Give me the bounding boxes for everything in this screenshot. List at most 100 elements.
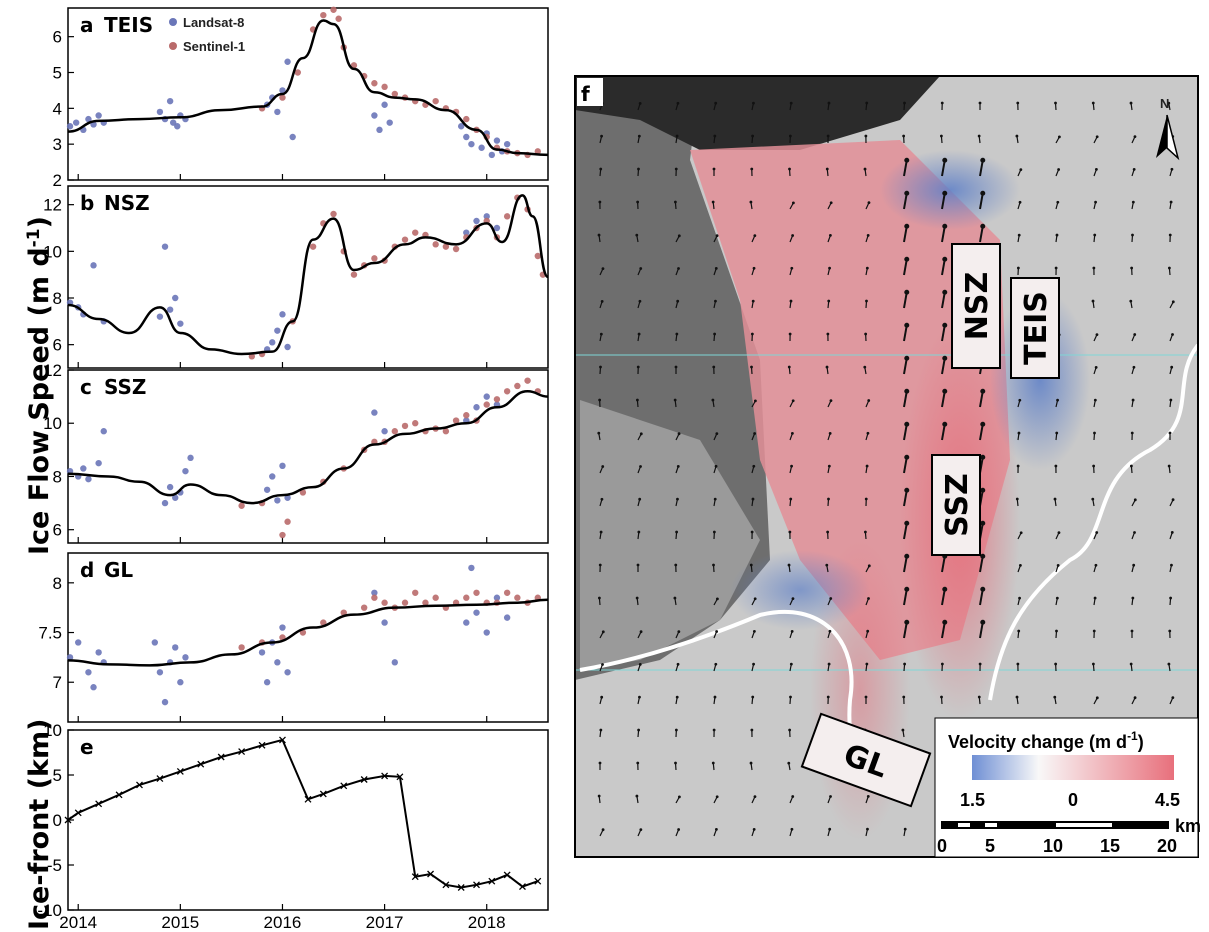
icefront-marker-6 <box>176 767 184 775</box>
velocity-arrowhead-4 <box>752 101 755 105</box>
sentinel-point-d-13 <box>432 594 439 601</box>
velocity-arrowhead-178 <box>676 464 680 468</box>
velocity-arrowhead-102 <box>827 299 831 303</box>
velocity-arrowhead-96 <box>600 299 604 303</box>
landsat-point-d-17 <box>279 624 286 631</box>
sentinel-point-d-16 <box>463 594 470 601</box>
icefront-marker-10 <box>258 741 266 749</box>
landsat-point-c-18 <box>381 428 388 435</box>
velocity-arrowhead-353 <box>639 828 643 832</box>
landsat-point-b-8 <box>172 294 179 302</box>
region-label-nsz: NSZ <box>960 272 995 340</box>
landsat-point-a-1 <box>72 119 80 126</box>
velocity-arrow-266 <box>979 622 984 639</box>
velocity-arrowhead-30 <box>1133 135 1137 139</box>
velocity-arrowhead-323 <box>711 761 715 765</box>
velocity-arrowhead-69 <box>791 234 795 237</box>
sentinel-point-d-17 <box>473 589 480 596</box>
landsat-point-a-23 <box>386 119 393 126</box>
velocity-arrowhead-356 <box>752 827 756 831</box>
velocity-arrowhead-220 <box>1057 531 1061 535</box>
velocity-arrowhead-52 <box>749 200 753 204</box>
velocity-arrowhead-291 <box>713 695 717 699</box>
velocity-arrowhead-145 <box>635 398 639 402</box>
icefront-marker-3 <box>115 791 123 799</box>
velocity-arrowhead-173 <box>1093 431 1096 435</box>
velocity-arrowhead-43 <box>1019 168 1023 172</box>
velocity-arrow-234 <box>979 556 984 573</box>
sentinel-point-c-21 <box>503 388 511 395</box>
velocity-arrowhead-103 <box>865 299 868 303</box>
velocity-arrowhead-202 <box>980 487 986 493</box>
sentinel-point-b-7 <box>350 271 358 278</box>
velocity-arrowhead-320 <box>598 761 602 765</box>
landsat-point-c-11 <box>187 454 194 462</box>
landsat-point-d-16 <box>274 659 281 666</box>
velocity-arrowhead-10 <box>978 101 982 105</box>
velocity-arrowhead-174 <box>1130 431 1134 435</box>
velocity-arrow-168 <box>903 424 908 441</box>
velocity-arrowhead-227 <box>712 563 715 567</box>
velocity-arrowhead-210 <box>675 530 679 534</box>
sentinel-point-c-11 <box>401 422 409 430</box>
velocity-arrowhead-307 <box>712 728 716 732</box>
velocity-arrowhead-144 <box>598 398 602 402</box>
velocity-arrowhead-226 <box>674 563 678 567</box>
velocity-arrowhead-111 <box>1171 300 1175 304</box>
landsat-point-c-13 <box>269 473 276 480</box>
velocity-arrowhead-68 <box>753 234 757 238</box>
velocity-arrowhead-354 <box>677 828 681 831</box>
grounding-line-east <box>988 343 1198 701</box>
velocity-arrowhead-181 <box>790 464 793 468</box>
landsat-point-b-18 <box>493 224 501 232</box>
icefront-marker-12 <box>304 795 312 803</box>
velocity-arrow-154 <box>979 391 984 408</box>
velocity-arrowhead-245 <box>791 597 795 601</box>
landsat-point-a-30 <box>493 137 501 144</box>
velocity-arrowhead-171 <box>1017 431 1021 435</box>
velocity-arrowhead-21 <box>788 134 792 138</box>
landsat-point-c-17 <box>371 409 378 416</box>
landsat-point-a-18 <box>284 58 291 65</box>
sentinel-point-b-16 <box>442 243 450 250</box>
velocity-arrowhead-273 <box>638 662 642 666</box>
landsat-point-d-26 <box>493 594 501 601</box>
region-box-gl: GL <box>800 712 932 808</box>
velocity-arrowhead-249 <box>942 586 948 592</box>
fit-curve-c <box>67 390 549 505</box>
velocity-arrowhead-360 <box>903 827 907 831</box>
velocity-arrow-200 <box>903 490 908 507</box>
velocity-arrowhead-260 <box>752 630 756 633</box>
velocity-arrowhead-269 <box>1092 629 1096 633</box>
velocity-arrowhead-198 <box>827 497 830 501</box>
scalebar-seg-3 <box>1056 823 1112 827</box>
ytick-label-b-1: 8 <box>53 289 62 308</box>
velocity-arrowhead-259 <box>715 630 719 633</box>
velocity-arrow-170 <box>979 424 984 441</box>
velocity-arrowhead-125 <box>1095 333 1099 337</box>
velocity-arrowhead-204 <box>1053 497 1057 501</box>
velocity-arrowhead-115 <box>713 332 717 336</box>
velocity-arrowhead-280 <box>903 662 907 666</box>
velocity-arrowhead-58 <box>980 190 986 196</box>
landsat-point-c-3 <box>85 475 92 483</box>
velocity-arrowhead-295 <box>864 695 868 699</box>
panel-d: 7 7.5 8d GL <box>38 552 549 723</box>
velocity-arrowhead-195 <box>713 497 717 501</box>
colorbar-box: Velocity change (m d-1) 1.5 0 4.5 0 5 10… <box>934 717 1201 858</box>
velocity-arrowhead-224 <box>598 563 602 567</box>
icefront-marker-4 <box>136 781 143 789</box>
velocity-arrowhead-182 <box>827 464 831 468</box>
sentinel-point-b-12 <box>401 236 409 243</box>
velocity-arrowhead-84 <box>752 266 756 270</box>
velocity-arrowhead-26 <box>977 134 981 138</box>
velocity-arrowhead-162 <box>677 432 681 436</box>
landsat-point-b-14 <box>284 343 291 351</box>
icefront-marker-18 <box>411 873 419 881</box>
colorbar-tick-low: 1.5 <box>960 790 985 810</box>
landsat-point-a-24 <box>457 123 465 130</box>
velocity-arrowhead-48 <box>598 200 602 204</box>
icefront-marker-24 <box>503 871 511 879</box>
velocity-arrowhead-55 <box>867 201 871 205</box>
velocity-arrowhead-79 <box>1168 233 1172 237</box>
